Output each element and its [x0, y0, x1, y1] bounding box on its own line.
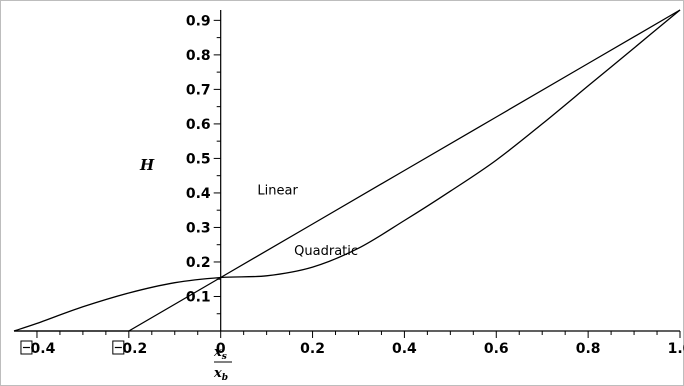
x-tick-label: 0.4 [392, 341, 417, 357]
series-line-linear [14, 9, 681, 332]
y-tick-label: 0.4 [186, 186, 211, 202]
annotation-quadratic: Quadratic [294, 244, 358, 259]
y-tick-label: 0.1 [186, 289, 211, 305]
minus-sign-box [20, 340, 33, 355]
x-tick-label: 0.2 [122, 341, 147, 357]
x-axis-label: xs xb [213, 345, 232, 383]
y-tick-label: 0.6 [186, 117, 211, 133]
axes [14, 10, 680, 332]
y-tick-label: 0.5 [186, 151, 211, 167]
y-tick-label: 0.2 [186, 255, 211, 271]
x-tick-label: 0 [216, 341, 226, 357]
x-axis-ticks: 0.4 0.2 0 0.2 0.4 0.6 0.8 1.0 [20, 331, 684, 357]
series-line-quadratic [13, 9, 681, 332]
minus-sign-box [112, 340, 125, 355]
x-tick-label: 0.8 [576, 341, 601, 357]
y-tick-label: 0.9 [186, 13, 211, 29]
annotations: Linear Quadratic [257, 184, 358, 259]
x-tick-label: 0.2 [300, 341, 325, 357]
x-axis-label-numerator: xs [213, 345, 227, 362]
y-axis-label: H [139, 156, 155, 174]
series-group [13, 9, 681, 332]
y-tick-label: 0.7 [186, 82, 211, 98]
y-axis-ticks: 0.1 0.2 0.3 0.4 0.5 0.6 0.7 0.8 0.9 [186, 13, 221, 315]
x-tick-label: 0.4 [31, 341, 56, 357]
y-tick-label: 0.3 [186, 220, 211, 236]
x-tick-label: 1.0 [668, 341, 684, 357]
x-axis-label-denominator: xb [213, 366, 228, 383]
y-tick-label: 0.8 [186, 48, 211, 64]
annotation-linear: Linear [257, 184, 298, 199]
x-tick-label: 0.6 [484, 341, 509, 357]
